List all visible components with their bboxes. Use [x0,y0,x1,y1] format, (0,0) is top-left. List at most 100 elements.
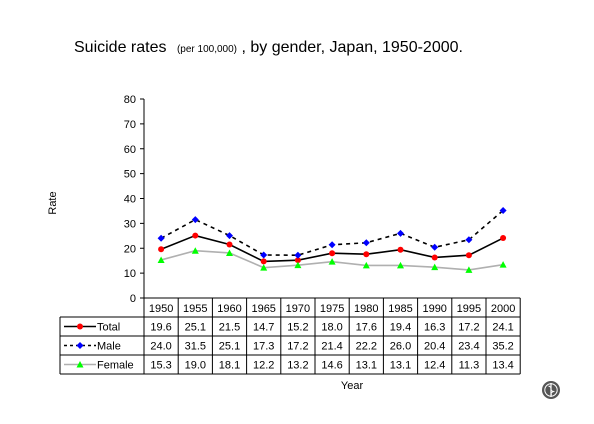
y-tick-label: 70 [124,119,136,131]
table-cell-male: 26.0 [390,341,411,353]
y-tick-label: 60 [124,144,136,156]
table-cell-male: 35.2 [492,341,513,353]
x-axis-label: Year [341,380,364,392]
data-point-total [465,252,472,259]
table-cell-female: 18.1 [219,360,240,372]
table-cell-male: 31.5 [185,341,206,353]
data-point-male [260,251,268,259]
y-tick-label: 20 [124,243,136,255]
x-tick-label: 1960 [217,303,241,315]
table-cell-female: 13.2 [287,360,308,372]
table-cell-total: 24.1 [492,322,513,334]
x-tick-label: 1970 [286,303,310,315]
chart-title-note: (per 100,000) [177,44,237,55]
legend-marker-female [76,361,84,368]
y-axis-label: Rate [47,191,59,214]
data-point-male [465,236,473,244]
table-cell-total: 18.0 [321,322,342,334]
data-table: 1950 1955 1960 1965 1970 1975 1980 1985 1990 1995… [59,297,521,375]
legend-label-female: Female [97,360,134,372]
table-cell-female: 12.4 [424,360,445,372]
data-point-female [260,264,268,271]
table-cell-total: 16.3 [424,322,445,334]
table-cell-female: 12.2 [253,360,274,372]
table-cell-female: 13.1 [390,360,411,372]
data-point-female [431,263,439,271]
data-point-female [294,261,302,269]
table-cell-female: 11.3 [459,360,480,372]
table-cell-total: 19.6 [150,322,171,334]
table-cell-total: 14.7 [253,322,274,334]
table-cell-female: 19.0 [185,360,206,372]
data-point-female [226,249,233,256]
data-point-female [191,247,199,254]
data-point-male [157,234,165,242]
data-point-male [431,243,439,251]
data-point-male [328,241,336,249]
legend-marker-male [76,342,84,349]
data-point-total [329,250,336,257]
x-tick-label: 1985 [388,303,412,315]
table-cell-male: 21.4 [321,341,342,353]
x-tick-label: 1950 [149,303,173,315]
x-tick-label: 2000 [491,303,515,315]
table-cell-female: 14.6 [321,360,342,372]
data-point-total [192,232,199,239]
chart-title: Suicide rates (per 100,000) , by gender,… [74,39,463,56]
x-tick-label: 1975 [320,303,344,315]
plot-area [157,206,507,273]
y-tick-label: 30 [124,218,136,230]
data-point-female [362,261,370,269]
data-point-total [158,246,165,253]
table-cell-total: 21.5 [219,322,240,334]
data-point-male [362,239,370,247]
who-emblem-icon [542,381,560,399]
table-cell-male: 24.0 [150,341,171,353]
table-cell-male: 23.4 [458,341,479,353]
chart-subtitle: , by gender, Japan, 1950-2000. [241,39,463,56]
table-cell-total: 19.4 [390,322,411,334]
data-point-total [500,235,507,242]
table-cell-male: 25.1 [219,341,240,353]
y-tick-label: 50 [124,169,136,181]
data-point-male [499,206,507,214]
table-cell-male: 20.4 [424,341,445,353]
chart-title-main: Suicide rates [74,39,167,56]
data-point-total [294,257,301,264]
x-tick-label: 1955 [183,303,207,315]
data-point-total [431,254,438,261]
y-tick-label: 10 [124,268,136,280]
data-point-female [499,261,507,268]
data-point-total [260,258,267,265]
table-cell-female: 13.4 [492,360,513,372]
data-point-female [397,261,404,269]
legend-label-total: Total [97,322,120,334]
table-cell-female: 13.1 [356,360,377,372]
data-point-male [226,232,233,240]
legend-label-male: Male [97,341,121,353]
table-cell-male: 17.3 [253,341,274,353]
data-point-female [157,256,165,263]
table-cell-male: 22.2 [356,341,377,353]
table-cell-total: 25.1 [185,322,206,334]
y-tick-label: 40 [124,194,136,206]
data-point-female [328,258,336,265]
series-line-total [160,234,504,263]
y-tick-label: 80 [124,94,136,106]
data-point-male [294,251,302,259]
data-point-total [397,246,404,253]
axes: 0 10 20 30 40 50 60 70 80 [124,94,145,305]
data-point-male [191,216,199,224]
data-point-female [465,266,473,273]
table-cell-total: 17.2 [458,322,479,334]
x-tick-label: 1980 [354,303,378,315]
table-cell-male: 17.2 [287,341,308,353]
data-point-male [397,229,404,237]
table-cell-female: 15.3 [150,360,171,372]
x-tick-label: 1990 [422,303,446,315]
legend-marker-total [77,323,83,330]
x-tick-label: 1965 [251,303,275,315]
data-point-total [363,251,370,258]
y-tick-label: 0 [130,293,136,305]
